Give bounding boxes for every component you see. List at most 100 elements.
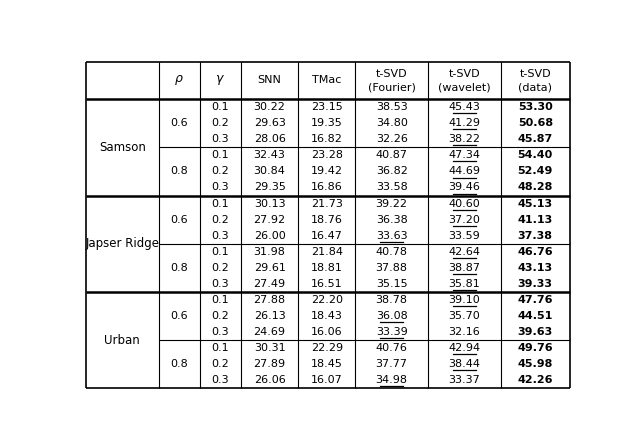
Text: 38.78: 38.78 (376, 295, 408, 305)
Text: 0.1: 0.1 (212, 295, 229, 305)
Text: 0.1: 0.1 (212, 102, 229, 112)
Text: TMac: TMac (312, 75, 342, 85)
Text: 27.49: 27.49 (253, 279, 285, 289)
Text: 40.87: 40.87 (376, 150, 408, 160)
Text: 41.13: 41.13 (518, 215, 553, 225)
Text: 39.22: 39.22 (376, 198, 408, 209)
Text: t-SVD: t-SVD (520, 69, 551, 79)
Text: 52.49: 52.49 (518, 166, 553, 176)
Text: 34.98: 34.98 (376, 375, 408, 385)
Text: 19.42: 19.42 (311, 166, 343, 176)
Text: 27.88: 27.88 (253, 295, 285, 305)
Text: SNN: SNN (258, 75, 282, 85)
Text: 16.47: 16.47 (311, 231, 342, 240)
Text: 28.06: 28.06 (253, 134, 285, 144)
Text: 53.30: 53.30 (518, 102, 553, 112)
Text: 39.46: 39.46 (448, 183, 480, 192)
Text: 38.87: 38.87 (448, 263, 480, 273)
Text: 23.15: 23.15 (311, 102, 342, 112)
Text: 35.15: 35.15 (376, 279, 408, 289)
Text: 29.61: 29.61 (253, 263, 285, 273)
Text: 32.43: 32.43 (253, 150, 285, 160)
Text: 36.38: 36.38 (376, 215, 408, 225)
Text: 39.33: 39.33 (518, 279, 553, 289)
Text: 40.78: 40.78 (376, 247, 408, 257)
Text: 0.3: 0.3 (212, 183, 229, 192)
Text: 0.2: 0.2 (211, 263, 229, 273)
Text: 22.29: 22.29 (310, 343, 343, 353)
Text: 40.60: 40.60 (449, 198, 480, 209)
Text: 22.20: 22.20 (311, 295, 343, 305)
Text: 0.2: 0.2 (211, 118, 229, 128)
Text: 0.3: 0.3 (212, 231, 229, 240)
Text: 16.06: 16.06 (311, 327, 342, 337)
Text: 42.26: 42.26 (518, 375, 553, 385)
Text: 0.6: 0.6 (170, 118, 188, 128)
Text: t-SVD: t-SVD (376, 69, 408, 79)
Text: 45.87: 45.87 (518, 134, 553, 144)
Text: 50.68: 50.68 (518, 118, 553, 128)
Text: 0.2: 0.2 (211, 166, 229, 176)
Text: 32.26: 32.26 (376, 134, 408, 144)
Text: 0.6: 0.6 (170, 311, 188, 321)
Text: $ρ$: $ρ$ (174, 73, 184, 88)
Text: 33.58: 33.58 (376, 183, 408, 192)
Text: 18.45: 18.45 (311, 359, 342, 369)
Text: 21.73: 21.73 (311, 198, 342, 209)
Text: 42.64: 42.64 (448, 247, 480, 257)
Text: 42.94: 42.94 (448, 343, 480, 353)
Text: 43.13: 43.13 (518, 263, 553, 273)
Text: 29.35: 29.35 (253, 183, 285, 192)
Text: 38.53: 38.53 (376, 102, 408, 112)
Text: 38.22: 38.22 (448, 134, 480, 144)
Text: Urban: Urban (104, 334, 140, 347)
Text: 34.80: 34.80 (376, 118, 408, 128)
Text: 0.2: 0.2 (211, 215, 229, 225)
Text: 47.34: 47.34 (448, 150, 480, 160)
Text: 37.20: 37.20 (448, 215, 480, 225)
Text: 16.86: 16.86 (311, 183, 342, 192)
Text: 33.39: 33.39 (376, 327, 408, 337)
Text: 49.76: 49.76 (518, 343, 553, 353)
Text: 18.81: 18.81 (311, 263, 342, 273)
Text: 33.59: 33.59 (449, 231, 480, 240)
Text: 37.88: 37.88 (376, 263, 408, 273)
Text: 23.28: 23.28 (311, 150, 343, 160)
Text: $γ$: $γ$ (216, 73, 225, 88)
Text: 0.3: 0.3 (212, 375, 229, 385)
Text: 26.00: 26.00 (253, 231, 285, 240)
Text: Samson: Samson (99, 141, 146, 154)
Text: 0.8: 0.8 (170, 166, 188, 176)
Text: 30.22: 30.22 (253, 102, 285, 112)
Text: 0.8: 0.8 (170, 263, 188, 273)
Text: 26.06: 26.06 (253, 375, 285, 385)
Text: 0.3: 0.3 (212, 134, 229, 144)
Text: 38.44: 38.44 (448, 359, 480, 369)
Text: 0.6: 0.6 (170, 215, 188, 225)
Text: 0.2: 0.2 (211, 311, 229, 321)
Text: 40.76: 40.76 (376, 343, 408, 353)
Text: 0.1: 0.1 (212, 343, 229, 353)
Text: 44.51: 44.51 (518, 311, 553, 321)
Text: 27.89: 27.89 (253, 359, 285, 369)
Text: t-SVD: t-SVD (449, 69, 480, 79)
Text: 30.31: 30.31 (253, 343, 285, 353)
Text: 41.29: 41.29 (448, 118, 480, 128)
Text: 31.98: 31.98 (253, 247, 285, 257)
Text: 44.69: 44.69 (448, 166, 480, 176)
Text: 36.82: 36.82 (376, 166, 408, 176)
Text: 19.35: 19.35 (311, 118, 342, 128)
Text: 45.43: 45.43 (448, 102, 480, 112)
Text: 35.70: 35.70 (449, 311, 480, 321)
Text: 0.1: 0.1 (212, 150, 229, 160)
Text: 29.63: 29.63 (253, 118, 285, 128)
Text: (Fourier): (Fourier) (368, 82, 415, 92)
Text: 0.2: 0.2 (211, 359, 229, 369)
Text: 0.3: 0.3 (212, 279, 229, 289)
Text: 46.76: 46.76 (518, 247, 553, 257)
Text: 32.16: 32.16 (449, 327, 480, 337)
Text: 16.82: 16.82 (311, 134, 342, 144)
Text: 16.51: 16.51 (311, 279, 342, 289)
Text: 26.13: 26.13 (253, 311, 285, 321)
Text: 39.10: 39.10 (449, 295, 480, 305)
